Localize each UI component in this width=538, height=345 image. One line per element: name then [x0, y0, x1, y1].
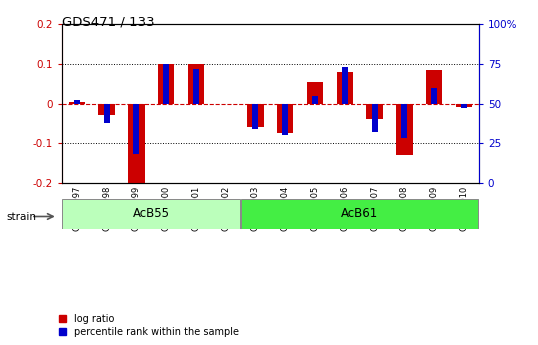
Text: AcB55: AcB55 — [133, 207, 169, 220]
Bar — [337, 72, 353, 103]
Bar — [98, 104, 115, 116]
Bar — [193, 69, 199, 104]
Text: GDS471 / 133: GDS471 / 133 — [62, 16, 154, 29]
Bar — [128, 104, 145, 183]
FancyBboxPatch shape — [62, 199, 240, 229]
Bar — [74, 100, 80, 104]
Text: AcB61: AcB61 — [341, 207, 378, 220]
Bar — [426, 70, 442, 104]
Bar — [163, 64, 169, 104]
Bar — [277, 104, 293, 133]
Text: strain: strain — [6, 212, 37, 221]
Bar — [247, 104, 264, 127]
Bar — [342, 67, 348, 104]
Bar — [401, 104, 407, 138]
Bar — [431, 88, 437, 103]
Bar — [372, 104, 378, 132]
Bar — [158, 64, 174, 104]
Bar — [282, 104, 288, 135]
FancyBboxPatch shape — [241, 199, 478, 229]
Bar — [366, 104, 383, 119]
Bar — [461, 104, 467, 108]
Bar — [252, 104, 258, 129]
Bar — [456, 104, 472, 108]
Bar — [68, 101, 85, 104]
Bar — [312, 96, 318, 104]
Bar — [396, 104, 413, 155]
Bar — [307, 82, 323, 104]
Bar — [188, 64, 204, 104]
Bar — [103, 104, 110, 122]
Legend: log ratio, percentile rank within the sample: log ratio, percentile rank within the sa… — [59, 314, 239, 337]
Bar — [133, 104, 139, 154]
